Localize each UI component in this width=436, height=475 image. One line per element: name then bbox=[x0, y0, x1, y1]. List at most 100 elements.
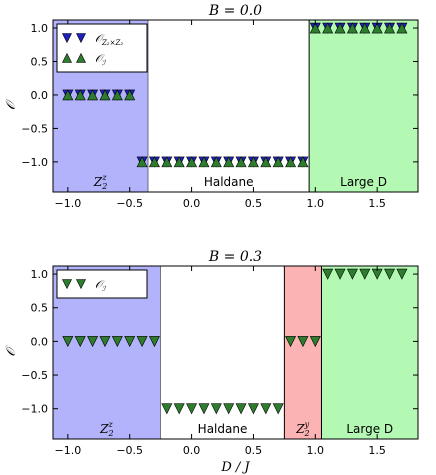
data-point bbox=[396, 268, 408, 280]
y-tick-label: 1.0 bbox=[31, 22, 49, 35]
y-axis-label: 𝒪 bbox=[4, 98, 19, 110]
phase-label: Large D bbox=[340, 175, 387, 189]
phase-label-sup: z bbox=[108, 420, 114, 429]
data-point bbox=[136, 336, 148, 348]
x-tick-label: 1.5 bbox=[368, 444, 386, 457]
legend-entry-name: 𝒪 bbox=[95, 32, 105, 45]
data-point bbox=[148, 156, 160, 168]
data-point bbox=[396, 22, 408, 34]
data-point bbox=[384, 22, 396, 34]
phase-label-sup: y bbox=[304, 420, 310, 429]
data-point bbox=[371, 22, 383, 34]
data-point bbox=[111, 89, 123, 101]
data-point bbox=[161, 403, 173, 415]
data-point bbox=[309, 336, 321, 348]
data-point bbox=[322, 22, 334, 34]
x-tick-label: 0.0 bbox=[183, 197, 201, 210]
data-point bbox=[384, 268, 396, 280]
series-2 bbox=[62, 22, 408, 168]
legend-marker bbox=[62, 279, 72, 290]
data-point bbox=[309, 22, 321, 34]
legend-box bbox=[56, 23, 148, 73]
phase-label: Z2z bbox=[93, 173, 107, 191]
data-point bbox=[148, 336, 160, 348]
phase-region-3 bbox=[283, 266, 322, 439]
legend-marker bbox=[76, 33, 86, 44]
data-point bbox=[334, 22, 346, 34]
phase-label: Haldane bbox=[198, 422, 248, 436]
x-tick-label: −1.0 bbox=[54, 197, 81, 210]
legend-marker bbox=[76, 279, 86, 290]
x-tick-label: −1.0 bbox=[54, 444, 81, 457]
data-point bbox=[359, 268, 371, 280]
phase-label: Z2y bbox=[295, 420, 309, 438]
data-point bbox=[247, 156, 259, 168]
x-tick-label: 1.5 bbox=[368, 197, 386, 210]
y-tick-label: 0.5 bbox=[31, 302, 49, 315]
data-point bbox=[87, 336, 99, 348]
data-point bbox=[62, 89, 74, 101]
phase-region-3 bbox=[308, 20, 418, 192]
phase-label: Haldane bbox=[204, 175, 254, 189]
data-point bbox=[124, 336, 136, 348]
y-tick-label: −0.5 bbox=[21, 122, 48, 135]
data-point bbox=[346, 268, 358, 280]
data-point bbox=[99, 336, 111, 348]
data-point bbox=[359, 22, 371, 34]
data-point bbox=[260, 156, 272, 168]
data-point bbox=[285, 336, 297, 348]
y-tick-label: 1.0 bbox=[31, 268, 49, 281]
data-point bbox=[74, 336, 86, 348]
legend: 𝒪ℐ bbox=[56, 269, 148, 299]
x-tick-label: −0.5 bbox=[116, 197, 143, 210]
data-point bbox=[111, 336, 123, 348]
legend-entry-sub: ℐ bbox=[102, 59, 107, 67]
data-point bbox=[210, 156, 222, 168]
data-point bbox=[223, 403, 235, 415]
y-tick-label: 0.0 bbox=[31, 89, 49, 102]
data-point bbox=[124, 89, 136, 101]
data-point bbox=[297, 336, 309, 348]
data-point bbox=[297, 156, 309, 168]
data-point bbox=[198, 156, 210, 168]
data-point bbox=[260, 403, 272, 415]
data-point bbox=[62, 336, 74, 348]
plot-frame bbox=[52, 265, 419, 440]
legend-entry: 𝒪ℐ bbox=[95, 52, 107, 67]
phase-label-main: Z bbox=[295, 422, 305, 436]
x-axis-label: D / J bbox=[220, 460, 250, 475]
data-point bbox=[87, 89, 99, 101]
y-tick-label: −1.0 bbox=[21, 156, 48, 169]
phase-label-main: Z bbox=[99, 422, 109, 436]
x-tick-label: 1.0 bbox=[307, 444, 325, 457]
chart-title: B = 0.0 bbox=[208, 3, 262, 19]
data-point bbox=[322, 268, 334, 280]
phase-label: Z2z bbox=[99, 420, 113, 438]
x-tick-label: −0.5 bbox=[116, 444, 143, 457]
legend-entry-name: 𝒪 bbox=[95, 52, 105, 65]
legend-marker bbox=[62, 33, 72, 44]
data-point bbox=[173, 156, 185, 168]
x-tick-label: 0.5 bbox=[245, 444, 263, 457]
legend-marker bbox=[76, 52, 86, 63]
x-tick-label: 0.5 bbox=[245, 197, 263, 210]
chart-title: B = 0.3 bbox=[208, 249, 262, 265]
data-point bbox=[235, 403, 247, 415]
y-tick-label: −1.0 bbox=[21, 403, 48, 416]
legend-entry-sub: ℐ bbox=[102, 285, 107, 293]
data-point bbox=[334, 268, 346, 280]
phase-label-main: Z bbox=[93, 175, 103, 189]
legend-entry-name: 𝒪 bbox=[95, 278, 105, 291]
y-axis-label: 𝒪 bbox=[4, 345, 19, 357]
phase-label-sup: z bbox=[101, 173, 107, 182]
phase-label: Large D bbox=[346, 422, 393, 436]
data-point bbox=[136, 156, 148, 168]
phase-label-sub: 2 bbox=[101, 182, 107, 191]
legend-entry: 𝒪ℐ bbox=[95, 278, 107, 293]
plot-frame bbox=[52, 19, 419, 193]
data-point bbox=[235, 156, 247, 168]
phase-label-sub: 2 bbox=[304, 429, 310, 438]
legend-marker bbox=[62, 52, 72, 63]
data-point bbox=[198, 403, 210, 415]
